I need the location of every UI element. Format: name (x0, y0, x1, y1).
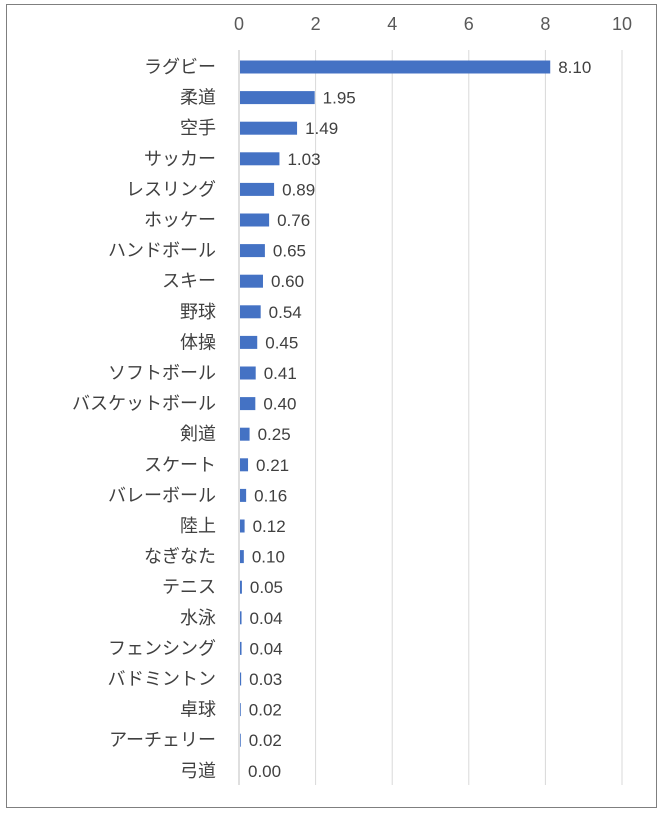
bar (240, 91, 315, 105)
data-label: 0.21 (256, 456, 289, 475)
bars (240, 60, 551, 747)
category-label: スケート (144, 455, 216, 476)
category-label: 体操 (180, 332, 216, 353)
data-label: 0.03 (249, 670, 282, 689)
category-label: バスケットボール (72, 394, 216, 415)
bar (240, 182, 275, 196)
bar (240, 121, 298, 135)
bar (240, 60, 551, 74)
bar (240, 244, 265, 258)
x-tick-label: 2 (311, 14, 321, 34)
bar (240, 580, 242, 594)
bar (240, 703, 241, 717)
data-label: 0.54 (269, 303, 302, 322)
data-label: 0.45 (265, 333, 298, 352)
bar (240, 305, 261, 319)
category-label: サッカー (144, 149, 216, 170)
category-label: ホッケー (144, 210, 216, 231)
category-label: 陸上 (180, 516, 216, 537)
data-label: 0.25 (258, 425, 291, 444)
bar (240, 519, 245, 533)
bar (240, 213, 270, 227)
category-label: 弓道 (180, 761, 216, 782)
bar (240, 427, 250, 441)
x-tick-label: 4 (387, 14, 397, 34)
data-label: 0.76 (277, 211, 310, 230)
data-label: 0.04 (250, 639, 283, 658)
category-label: 柔道 (180, 88, 216, 109)
category-label: 剣道 (180, 424, 216, 445)
bar (240, 274, 263, 288)
bar (240, 458, 249, 472)
bar (240, 611, 242, 625)
x-tick-label: 6 (464, 14, 474, 34)
data-label: 0.41 (264, 364, 297, 383)
category-labels: ラグビー柔道空手サッカーレスリングホッケーハンドボールスキー野球体操ソフトボール… (72, 57, 216, 782)
chart-frame (6, 4, 657, 808)
category-label: バレーボール (108, 485, 216, 506)
bar (240, 366, 256, 380)
data-label: 0.00 (248, 762, 281, 781)
data-label: 0.02 (249, 701, 282, 720)
category-label: 空手 (180, 118, 216, 139)
x-tick-label: 10 (612, 14, 632, 34)
gridlines (238, 50, 623, 785)
category-label: ソフトボール (108, 363, 216, 384)
category-label: スキー (162, 271, 216, 292)
category-label: なぎなた (144, 547, 216, 568)
bar (240, 550, 244, 564)
data-label: 0.89 (282, 180, 315, 199)
category-label: 野球 (180, 302, 216, 323)
bar (240, 397, 256, 411)
category-label: テニス (162, 577, 216, 598)
category-label: 水泳 (180, 608, 216, 629)
data-label: 0.05 (250, 578, 283, 597)
data-label: 1.95 (323, 89, 356, 108)
data-label: 0.12 (253, 517, 286, 536)
data-label: 0.60 (271, 272, 304, 291)
category-label: アーチェリー (109, 730, 216, 751)
category-label: 卓球 (180, 700, 216, 721)
bar (240, 733, 241, 747)
x-tick-label: 0 (234, 14, 244, 34)
data-label: 0.40 (263, 395, 296, 414)
bar (240, 641, 242, 655)
data-label: 0.04 (250, 609, 283, 628)
data-label: 0.16 (254, 486, 287, 505)
data-label: 8.10 (558, 58, 591, 77)
category-label: フェンシング (108, 638, 216, 659)
data-label: 0.65 (273, 242, 306, 261)
data-label: 1.49 (305, 119, 338, 138)
x-tick-labels: 0 2 4 6 8 10 (234, 14, 632, 34)
value-labels: 8.10 1.95 1.49 1.03 0.89 0.76 0.65 0.60 0.54 0.45… (248, 58, 591, 781)
bar (240, 335, 258, 349)
category-label: レスリング (126, 179, 216, 200)
category-label: バドミントン (107, 669, 216, 690)
category-label: ハンドボール (108, 241, 216, 262)
data-label: 0.10 (252, 548, 285, 567)
bar (240, 672, 242, 686)
data-label: 1.03 (287, 150, 320, 169)
bar (240, 152, 280, 166)
x-tick-label: 8 (540, 14, 550, 34)
category-label: ラグビー (144, 57, 216, 78)
bar (240, 488, 247, 502)
data-label: 0.02 (249, 731, 282, 750)
